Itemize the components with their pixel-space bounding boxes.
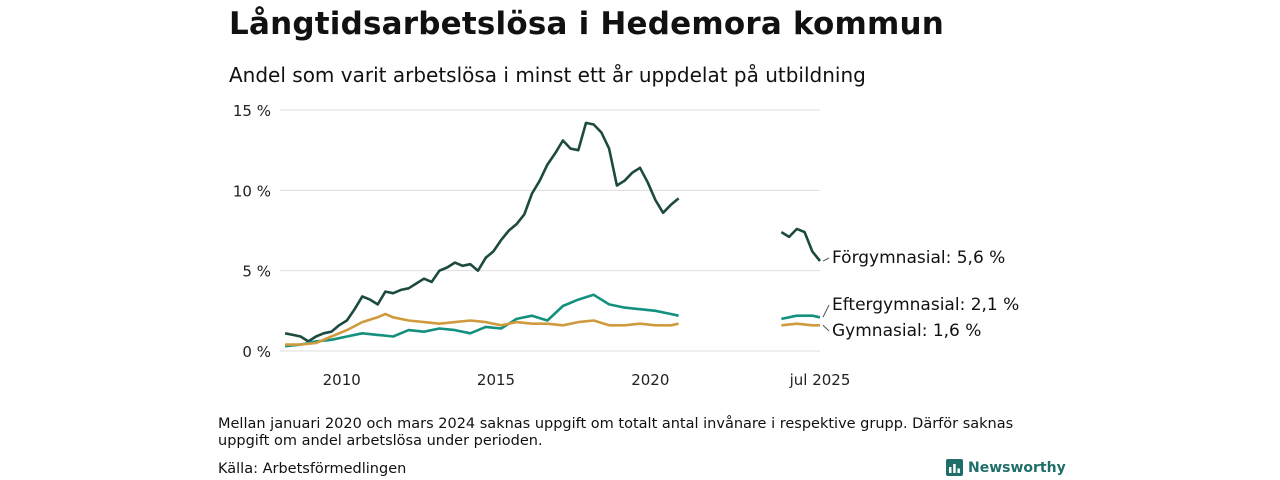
x-tick-label: jul 2025 bbox=[789, 371, 851, 389]
x-axis-ticks: 2010 2015 2020 jul 2025 bbox=[323, 371, 851, 389]
y-tick-label: 10 % bbox=[233, 182, 271, 200]
y-tick-label: 15 % bbox=[233, 102, 271, 120]
line-chart: 0 % 5 % 10 % 15 % 2010 2015 2020 jul 2025 Förg… bbox=[233, 102, 1019, 389]
label-leader bbox=[822, 304, 830, 318]
chart-title: Långtidsarbetslösa i Hedemora kommun bbox=[229, 6, 945, 42]
source-credit: Källa: Arbetsförmedlingen bbox=[218, 461, 407, 477]
series-lines bbox=[284, 121, 822, 348]
series-line-förgymnasial bbox=[284, 121, 680, 343]
x-tick-label: 2015 bbox=[477, 371, 515, 389]
series-label-förgymnasial: Förgymnasial: 5,6 % bbox=[832, 248, 1005, 268]
series-label-eftergymnasial: Eftergymnasial: 2,1 % bbox=[832, 295, 1019, 315]
label-leader bbox=[822, 324, 830, 332]
label-leader bbox=[822, 257, 830, 262]
series-line-gymnasial bbox=[285, 312, 679, 346]
series-line-eftergymnasial bbox=[781, 314, 821, 321]
series-line-gymnasial bbox=[781, 322, 820, 327]
brand-name: Newsworthy bbox=[968, 459, 1066, 476]
chart-subtitle: Andel som varit arbetslösa i minst ett å… bbox=[229, 63, 866, 87]
bar-chart-logo-icon bbox=[946, 459, 963, 476]
series-line-förgymnasial bbox=[780, 227, 822, 262]
y-tick-label: 0 % bbox=[242, 343, 271, 361]
series-label-gymnasial: Gymnasial: 1,6 % bbox=[832, 321, 981, 341]
x-tick-label: 2020 bbox=[631, 371, 669, 389]
series-labels: Förgymnasial: 5,6 % Eftergymnasial: 2,1 %… bbox=[822, 248, 1019, 341]
footnote: Mellan januari 2020 och mars 2024 saknas… bbox=[218, 416, 1014, 449]
gridlines bbox=[280, 109, 820, 352]
y-tick-label: 5 % bbox=[242, 263, 271, 281]
series-line-eftergymnasial bbox=[284, 293, 679, 348]
newsworthy-brand[interactable]: Newsworthy bbox=[946, 459, 1066, 476]
y-axis-ticks: 0 % 5 % 10 % 15 % bbox=[233, 102, 271, 361]
x-tick-label: 2010 bbox=[323, 371, 361, 389]
